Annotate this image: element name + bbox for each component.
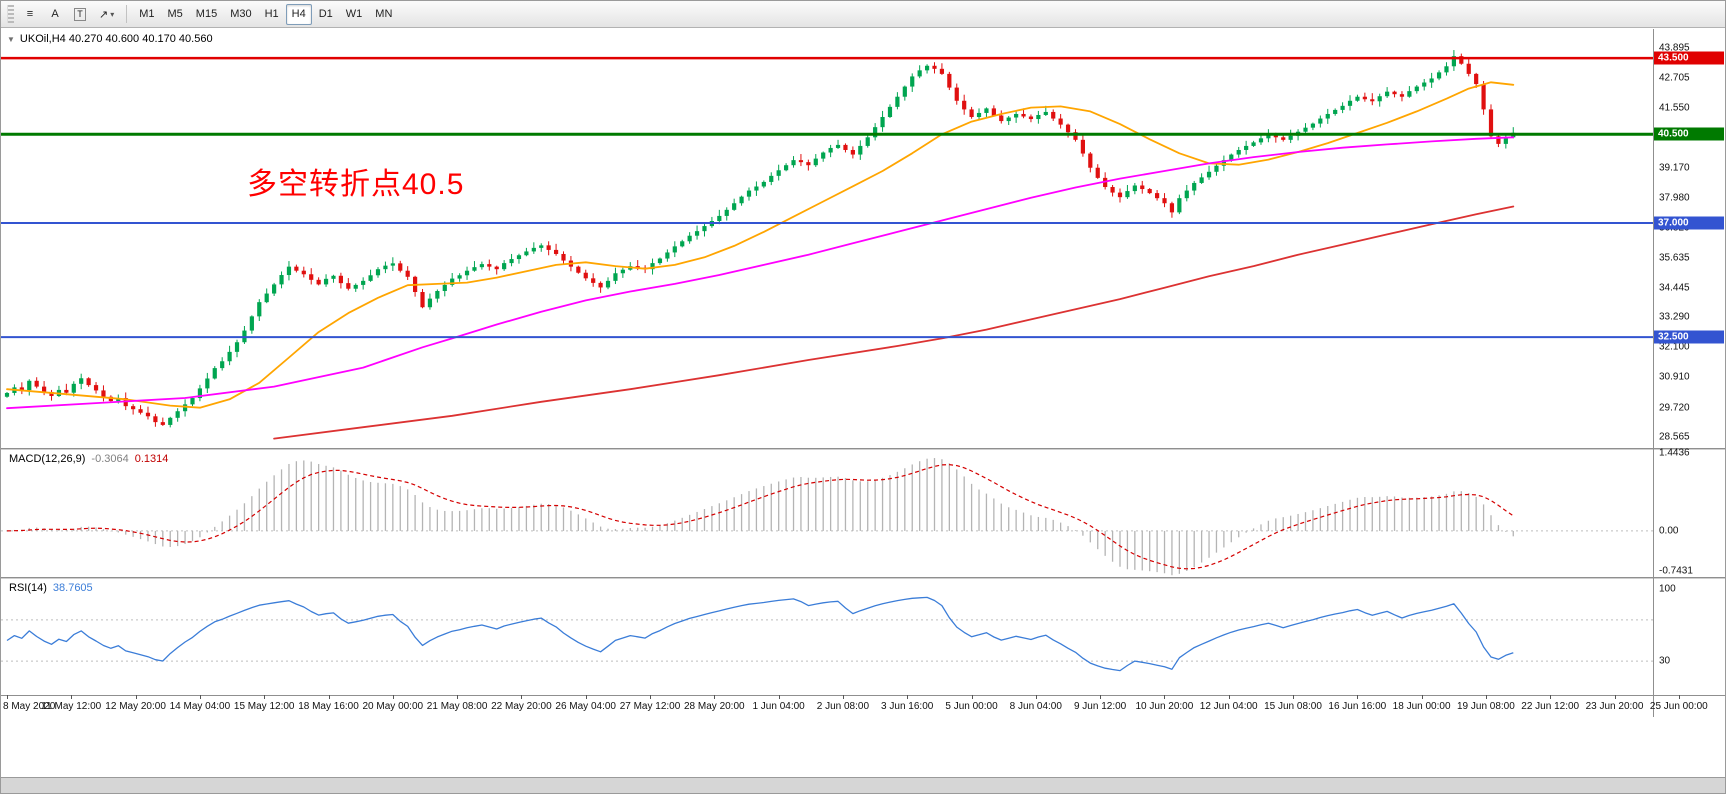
text-label-button[interactable]: A [43,4,67,25]
timeframe-m1-button[interactable]: M1 [133,4,160,25]
timeframe-mn-button[interactable]: MN [369,4,398,25]
toolbar-separator [126,5,128,23]
price-axis-border [1653,29,1654,717]
text-label-icon: A [51,8,59,20]
timeframe-w1-button[interactable]: W1 [340,4,369,25]
rsi-chart[interactable] [1,579,1726,695]
candlestick-chart[interactable] [1,29,1726,448]
timeframe-h4-button[interactable]: H4 [285,3,312,25]
main-chart-panel[interactable]: ▼ UKOil,H4 40.270 40.600 40.170 40.560 多… [1,29,1726,448]
macd-panel[interactable]: MACD(12,26,9) -0.3064 0.1314 [1,450,1726,577]
line-studies-button[interactable]: ≡ [18,4,42,25]
panel-splitter[interactable] [1,448,1725,450]
chevron-down-icon: ▾ [110,9,115,19]
arrow-icon: ↗ [99,8,109,21]
panel-splitter[interactable] [1,577,1725,579]
bottom-margin [1,717,1725,777]
status-strip [1,777,1725,793]
timeframe-h1-button[interactable]: H1 [259,4,285,25]
macd-signal-value: 0.1314 [134,453,169,465]
ma-fast-line [6,81,1515,409]
symbol-ohlc-text: UKOil,H4 40.270 40.600 40.170 40.560 [19,33,213,45]
macd-signal-line [6,463,1514,570]
symbol-ohlc-label: ▼ UKOil,H4 40.270 40.600 40.170 40.560 [7,33,213,45]
timeframe-m15-button[interactable]: M15 [190,4,223,25]
text-box-icon: T [74,7,86,21]
arrows-dropdown-button[interactable]: ↗ ▾ [93,4,120,25]
rsi-value: 38.7605 [52,582,93,594]
macd-title: MACD(12,26,9) [9,453,86,465]
timeframe-m5-button[interactable]: M5 [162,4,189,25]
rsi-label: RSI(14) 38.7605 [9,582,93,594]
macd-value: -0.3064 [91,453,129,465]
rsi-title: RSI(14) [9,582,47,594]
macd-histogram [13,458,1514,576]
one-click-trading-toggle[interactable]: ▼ [7,34,15,44]
line-studies-icon: ≡ [26,8,34,20]
candles-layer [4,50,1516,428]
toolbar-grip[interactable] [7,5,14,23]
ma-mid-line [6,136,1515,410]
rsi-line [6,596,1514,672]
macd-chart[interactable] [1,450,1726,577]
timeframe-d1-button[interactable]: D1 [313,4,339,25]
toolbar: ≡ A T ↗ ▾ M1 M5 M15 M30 H1 H4 D1 W1 MN [1,1,1725,28]
chart-annotation-text: 多空转折点40.5 [247,168,465,201]
time-axis[interactable] [1,695,1725,717]
ma-slow-line [273,205,1515,440]
text-box-button[interactable]: T [68,4,92,25]
timeframe-m30-button[interactable]: M30 [224,4,257,25]
rsi-panel[interactable]: RSI(14) 38.7605 [1,579,1726,695]
macd-label: MACD(12,26,9) -0.3064 0.1314 [9,453,168,465]
